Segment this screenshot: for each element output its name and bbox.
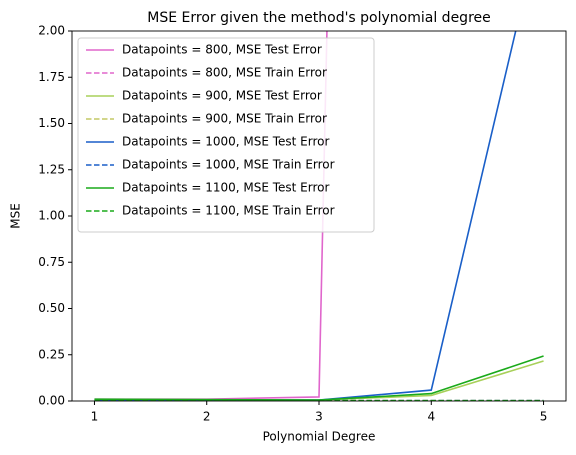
legend-box bbox=[77, 37, 375, 233]
legend-label: Datapoints = 1100, MSE Train Error bbox=[122, 204, 335, 218]
x-tick-label: 1 bbox=[91, 410, 99, 424]
legend-label: Datapoints = 900, MSE Test Error bbox=[122, 89, 322, 103]
y-tick-label: 1.50 bbox=[38, 116, 65, 130]
legend-label: Datapoints = 1100, MSE Test Error bbox=[122, 181, 329, 195]
y-axis-label: MSE bbox=[9, 203, 23, 229]
x-tick-label: 5 bbox=[540, 410, 548, 424]
legend-label: Datapoints = 900, MSE Train Error bbox=[122, 112, 327, 126]
legend-label: Datapoints = 800, MSE Test Error bbox=[122, 43, 322, 57]
x-tick-label: 2 bbox=[203, 410, 211, 424]
y-tick-label: 0.00 bbox=[38, 394, 65, 408]
legend-label: Datapoints = 1000, MSE Test Error bbox=[122, 135, 329, 149]
y-tick-label: 0.75 bbox=[38, 255, 65, 269]
legend-label: Datapoints = 1000, MSE Train Error bbox=[122, 158, 335, 172]
plot-frame bbox=[71, 30, 567, 402]
y-tick-label: 0.25 bbox=[38, 347, 65, 361]
x-tick-label: 4 bbox=[427, 410, 435, 424]
legend-label: Datapoints = 800, MSE Train Error bbox=[122, 66, 327, 80]
y-tick-label: 1.75 bbox=[38, 70, 65, 84]
y-tick-label: 2.00 bbox=[38, 24, 65, 38]
y-tick-label: 1.25 bbox=[38, 162, 65, 176]
y-tick-label: 1.00 bbox=[38, 209, 65, 223]
x-axis-label: Polynomial Degree bbox=[263, 430, 376, 444]
y-tick-label: 0.50 bbox=[38, 301, 65, 315]
x-tick-label: 3 bbox=[315, 410, 323, 424]
chart-title: MSE Error given the method's polynomial … bbox=[147, 10, 491, 26]
